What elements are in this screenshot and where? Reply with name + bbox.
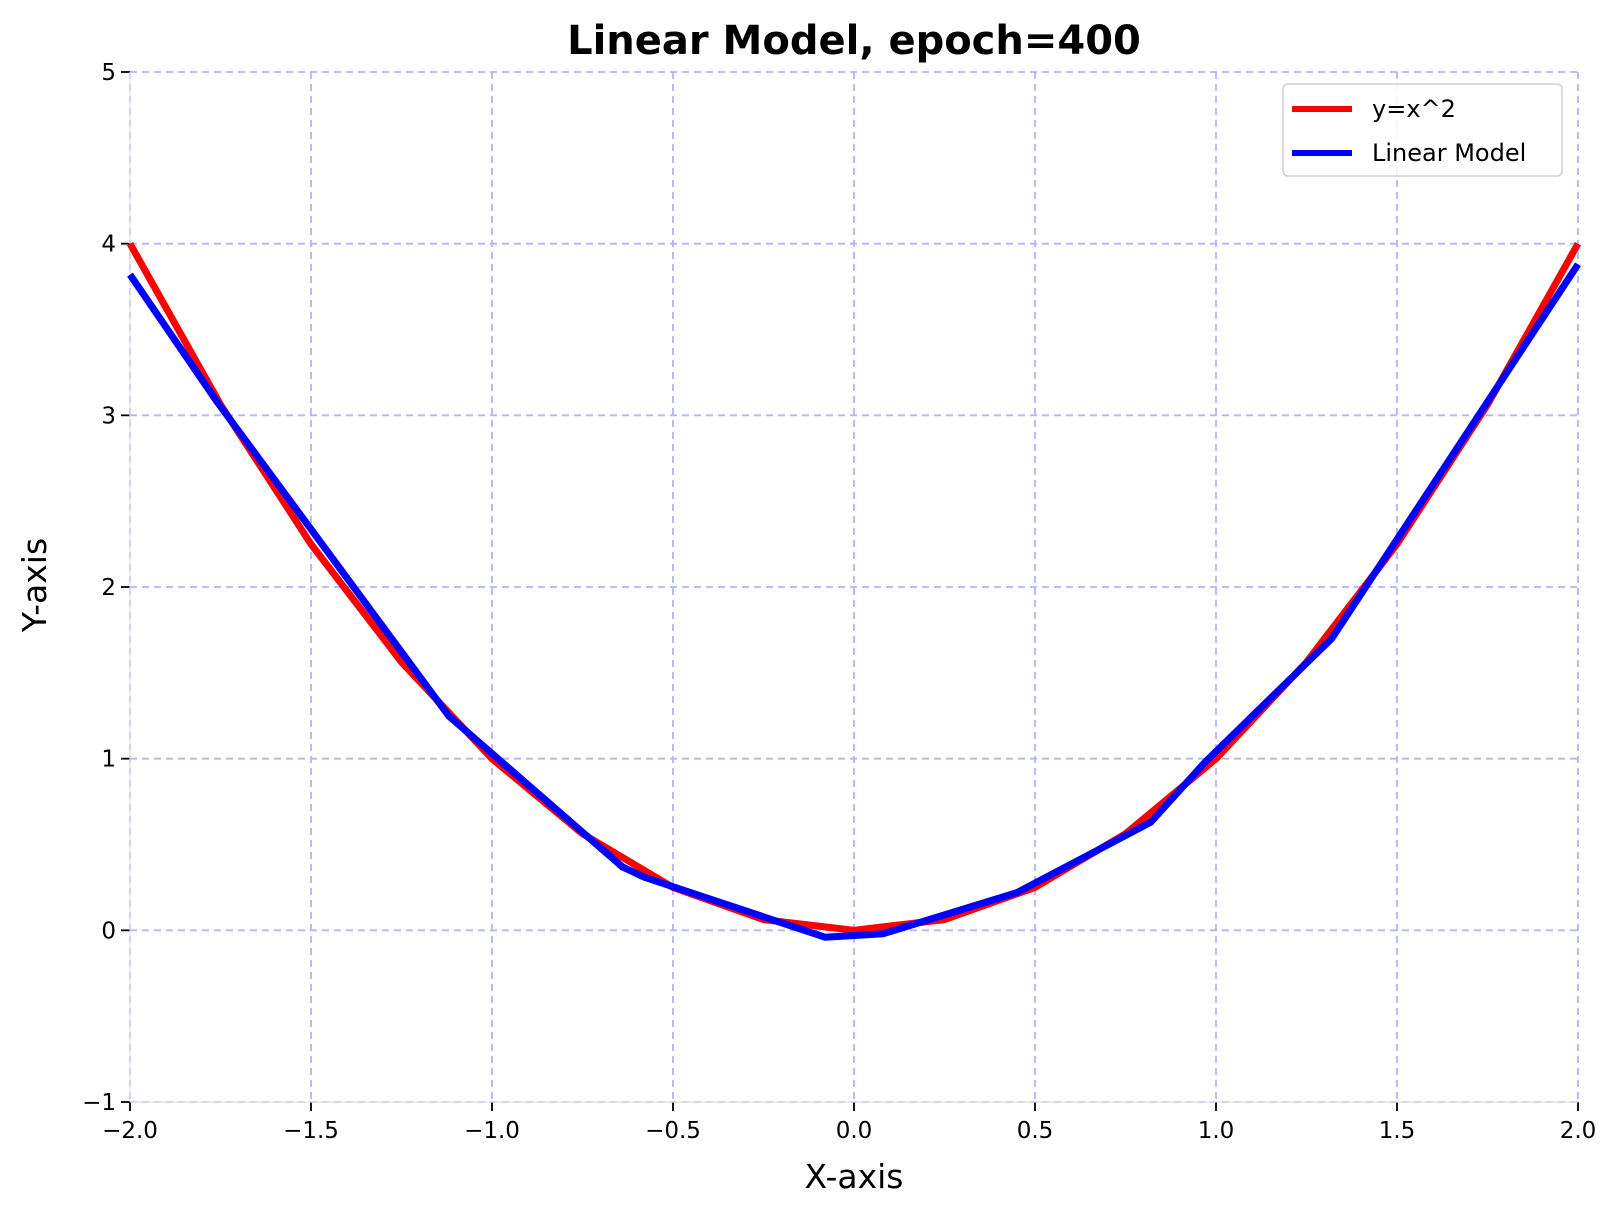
y-axis-label: Y-axis bbox=[15, 538, 54, 633]
x-axis-label: X-axis bbox=[805, 1157, 904, 1196]
series-line-linear-model bbox=[127, 262, 1581, 941]
y-tick-label: −1 bbox=[82, 1090, 116, 1116]
legend: y=x^2 Linear Model bbox=[1282, 83, 1563, 177]
y-tick-label: 0 bbox=[101, 918, 116, 944]
x-tick-label: −1.5 bbox=[283, 1118, 339, 1144]
y-tick-label: 3 bbox=[101, 403, 116, 429]
legend-label: y=x^2 bbox=[1372, 95, 1456, 123]
series-line-y-equals-x-squared bbox=[126, 241, 1582, 934]
x-tick-label: 0.0 bbox=[836, 1118, 873, 1144]
x-tick-label: −0.5 bbox=[645, 1118, 701, 1144]
y-tick-label: 4 bbox=[101, 232, 116, 258]
y-tick-label: 5 bbox=[101, 60, 116, 86]
chart-title: Linear Model, epoch=400 bbox=[567, 18, 1141, 64]
y-tick-label: 1 bbox=[101, 747, 116, 773]
x-tick-label: −1.0 bbox=[464, 1118, 520, 1144]
x-tick-label: 0.5 bbox=[1017, 1118, 1054, 1144]
legend-label: Linear Model bbox=[1372, 139, 1526, 167]
legend-box bbox=[1282, 83, 1563, 177]
x-tick-label: 2.0 bbox=[1560, 1118, 1597, 1144]
x-tick-label: −2.0 bbox=[102, 1118, 158, 1144]
grid-lines bbox=[129, 71, 1579, 1103]
y-tick-label: 2 bbox=[101, 575, 116, 601]
x-tick-label: 1.0 bbox=[1198, 1118, 1235, 1144]
series-layer bbox=[126, 241, 1582, 941]
x-tick-label: 1.5 bbox=[1379, 1118, 1416, 1144]
axes: −2.0 −1.5 −1.0 −0.5 0.0 0.5 1.0 1.5 2.0 −1 0 1 2 3 4 5 bbox=[82, 60, 1596, 1144]
